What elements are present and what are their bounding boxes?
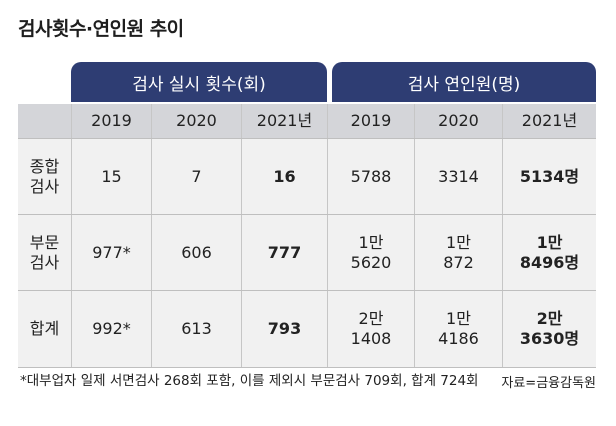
table-cell: 613 bbox=[151, 291, 241, 367]
year-header-cell: 2019 bbox=[71, 104, 151, 138]
table-cell: 1만 4186 bbox=[414, 291, 502, 367]
year-header-cell: 2020 bbox=[151, 104, 241, 138]
table-cell: 7 bbox=[151, 139, 241, 215]
table-cell: 3314 bbox=[414, 139, 502, 215]
footnote: *대부업자 일제 서면검사 268회 포함, 이를 제외시 부문검사 709회,… bbox=[20, 373, 479, 389]
table-cell: 992* bbox=[71, 291, 151, 367]
table-row: 부문 검사 977* 606 777 1만 5620 1만 872 1만 849… bbox=[18, 214, 596, 291]
year-header-cell: 2019 bbox=[327, 104, 414, 138]
chart-title: 검사횟수·연인원 추이 bbox=[18, 18, 184, 40]
year-header-cell: 2021년 bbox=[502, 104, 596, 138]
table-cell: 1만 8496명 bbox=[502, 215, 596, 291]
table-cell: 2만 1408 bbox=[327, 291, 414, 367]
row-label: 종합 검사 bbox=[29, 157, 60, 196]
row-label: 부문 검사 bbox=[29, 233, 60, 272]
table-cell: 15 bbox=[71, 139, 151, 215]
table-cell: 2만 3630명 bbox=[502, 291, 596, 367]
table-cell: 1만 872 bbox=[414, 215, 502, 291]
year-header-spacer bbox=[18, 104, 71, 138]
table-cell: 16 bbox=[241, 139, 327, 215]
table-row: 종합 검사 15 7 16 5788 3314 5134명 bbox=[18, 138, 596, 215]
table-row: 합계 992* 613 793 2만 1408 1만 4186 2만 3630명 bbox=[18, 290, 596, 368]
source-credit: 자료=금융감독원 bbox=[501, 376, 596, 391]
table-cell: 777 bbox=[241, 215, 327, 291]
table-cell: 977* bbox=[71, 215, 151, 291]
year-header-cell: 2021년 bbox=[241, 104, 327, 138]
table-cell: 5134명 bbox=[502, 139, 596, 215]
table-cell: 1만 5620 bbox=[327, 215, 414, 291]
table-cell: 606 bbox=[151, 215, 241, 291]
year-header-row: 2019 2020 2021년 2019 2020 2021년 bbox=[18, 104, 596, 138]
row-label: 합계 bbox=[29, 319, 60, 338]
table-cell: 5788 bbox=[327, 139, 414, 215]
header-inspection-personnel: 검사 연인원(명) bbox=[332, 62, 596, 102]
header-inspection-count: 검사 실시 횟수(회) bbox=[71, 62, 327, 102]
year-header-cell: 2020 bbox=[414, 104, 502, 138]
table-cell: 793 bbox=[241, 291, 327, 367]
